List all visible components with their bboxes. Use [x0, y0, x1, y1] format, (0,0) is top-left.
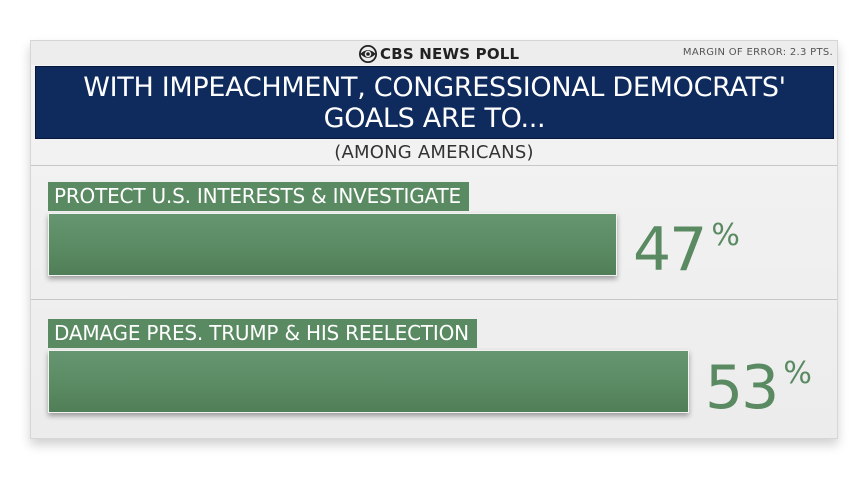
bar-protect [48, 213, 617, 276]
chart-title: WITH IMPEACHMENT, CONGRESSIONAL DEMOCRAT… [83, 71, 786, 134]
bar-damage [48, 350, 689, 413]
value-number: 53 [705, 353, 779, 423]
value-label-damage: 53 % [705, 353, 812, 423]
top-strip [31, 41, 837, 65]
margin-of-error: MARGIN OF ERROR: 2.3 PTS. [682, 47, 833, 58]
category-label-damage: DAMAGE PRES. TRUMP & HIS REELECTION [48, 319, 477, 348]
percent-sign: % [783, 356, 812, 391]
chart-subtitle: (AMONG AMERICANS) [334, 142, 534, 163]
divider [31, 165, 837, 166]
divider [31, 299, 837, 300]
title-banner: WITH IMPEACHMENT, CONGRESSIONAL DEMOCRAT… [35, 66, 834, 139]
value-label-protect: 47 % [633, 215, 740, 285]
brand: CBS NEWS POLL [359, 44, 519, 64]
value-number: 47 [633, 215, 707, 285]
category-label-protect: PROTECT U.S. INTERESTS & INVESTIGATE [48, 182, 469, 211]
poll-graphic: CBS NEWS POLL MARGIN OF ERROR: 2.3 PTS. … [30, 40, 838, 439]
cbs-eye-icon [359, 45, 377, 63]
brand-name: CBS NEWS POLL [380, 45, 520, 63]
percent-sign: % [711, 218, 740, 253]
